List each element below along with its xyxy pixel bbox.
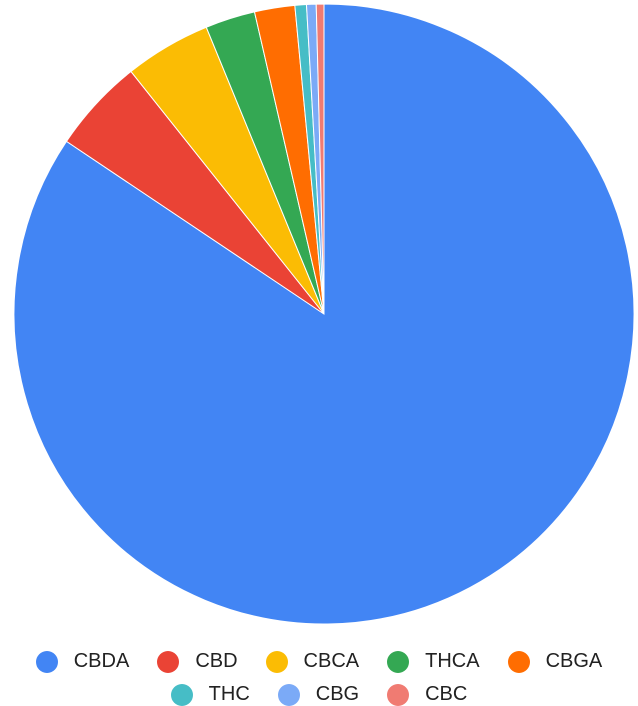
legend-row-1: CBDA CBD CBCA THCA CBGA <box>0 645 638 678</box>
legend-swatch-cbd <box>157 650 180 673</box>
legend-label-cbd: CBD <box>195 650 238 672</box>
legend-item-cbda: CBDA <box>35 650 130 673</box>
legend-item-thca: THCA <box>387 650 480 673</box>
legend: CBDA CBD CBCA THCA CBGA THC CBG CBC <box>0 645 638 706</box>
legend-swatch-thca <box>387 650 410 673</box>
legend-item-cbd: CBD <box>157 650 238 673</box>
legend-label-cbda: CBDA <box>73 650 130 672</box>
legend-item-thc: THC <box>170 683 250 706</box>
legend-swatch-thc <box>170 683 193 706</box>
legend-item-cbga: CBGA <box>507 650 603 673</box>
legend-label-cbc: CBC <box>425 683 468 705</box>
legend-item-cbg: CBG <box>277 683 360 706</box>
legend-item-cbc: CBC <box>387 683 467 706</box>
legend-swatch-cbg <box>277 683 300 706</box>
pie-slice-cbc <box>315 3 325 315</box>
legend-label-cbg: CBG <box>315 683 360 705</box>
legend-label-cbca: CBCA <box>303 650 360 672</box>
legend-label-thc: THC <box>208 683 250 705</box>
legend-swatch-cbda <box>35 650 58 673</box>
legend-swatch-cbga <box>507 650 530 673</box>
pie-chart-svg <box>13 3 635 625</box>
legend-swatch-cbc <box>387 683 410 706</box>
legend-row-2: THC CBG CBC <box>0 678 638 706</box>
legend-swatch-cbca <box>265 650 288 673</box>
legend-label-thca: THCA <box>425 650 480 672</box>
legend-label-cbga: CBGA <box>545 650 603 672</box>
legend-item-cbca: CBCA <box>265 650 360 673</box>
